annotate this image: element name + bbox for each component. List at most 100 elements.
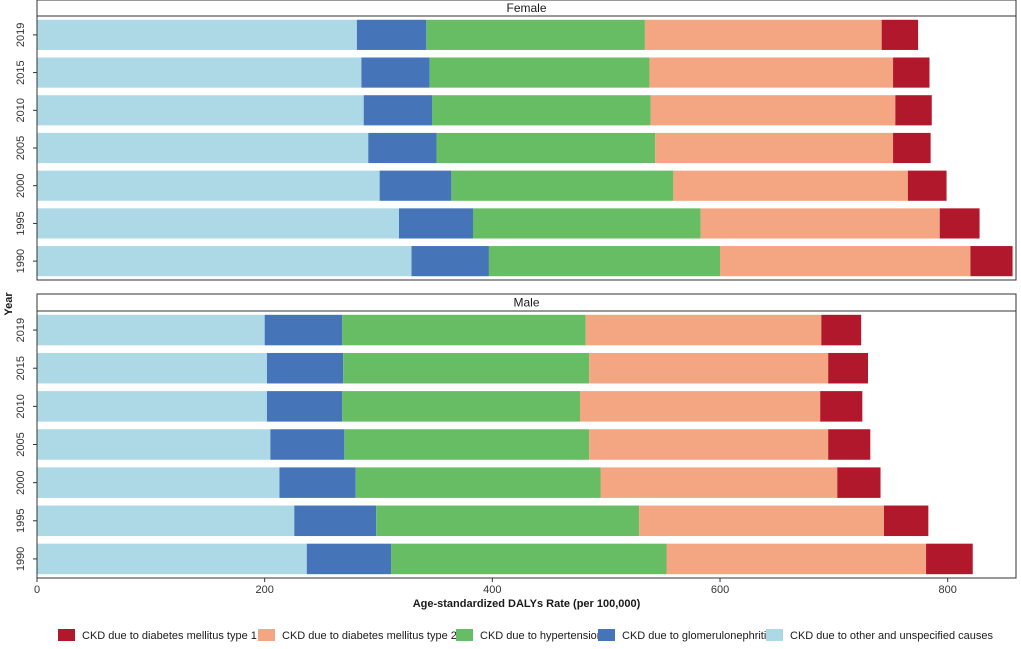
male-bar-2010-ckd-due-to-other-and-unspecified-causes (37, 391, 267, 422)
male-bar-1990-ckd-due-to-glomerulonephritis (306, 543, 392, 575)
female-bar-1990-ckd-due-to-other-and-unspecified-causes (37, 246, 412, 277)
female-bar-1990-ckd-due-to-hypertension (488, 246, 721, 277)
male-bar-2019-ckd-due-to-diabetes-mellitus-type-1 (821, 314, 862, 346)
female-bar-1990-ckd-due-to-diabetes-mellitus-type-1 (970, 246, 1013, 277)
female-bar-2005-ckd-due-to-other-and-unspecified-causes (37, 132, 369, 164)
female-bar-1995-ckd-due-to-hypertension (472, 208, 701, 239)
female-bar-1995-ckd-due-to-diabetes-mellitus-type-2 (700, 208, 940, 239)
x-axis-title: Age-standardized DALYs Rate (per 100,000… (413, 598, 641, 610)
legend-swatch-ckd-due-to-hypertension (456, 629, 473, 641)
male-bar-2010-ckd-due-to-diabetes-mellitus-type-2 (580, 391, 821, 422)
female-year-label-2019: 2019 (15, 23, 27, 47)
male-bar-2019-ckd-due-to-diabetes-mellitus-type-2 (585, 314, 822, 346)
male-bar-1990-ckd-due-to-hypertension (391, 543, 667, 575)
male-bar-2015-ckd-due-to-diabetes-mellitus-type-1 (828, 352, 869, 384)
male-panel-title: Male (513, 296, 539, 310)
legend-label-ckd-due-to-diabetes-mellitus-type-2: CKD due to diabetes mellitus type 2 (282, 630, 457, 642)
female-year-label-1990: 1990 (15, 249, 27, 273)
female-bar-1995-ckd-due-to-diabetes-mellitus-type-1 (939, 208, 980, 239)
male-bar-2015-ckd-due-to-hypertension (343, 352, 590, 384)
female-bar-1990-ckd-due-to-diabetes-mellitus-type-2 (720, 246, 971, 277)
legend-swatch-ckd-due-to-diabetes-mellitus-type-2 (258, 629, 275, 641)
female-year-label-2000: 2000 (15, 173, 27, 197)
female-bar-2000-ckd-due-to-other-and-unspecified-causes (37, 170, 380, 201)
male-year-label-2019: 2019 (15, 318, 27, 342)
female-bar-2019-ckd-due-to-diabetes-mellitus-type-1 (881, 19, 919, 50)
female-bar-2000-ckd-due-to-diabetes-mellitus-type-2 (673, 170, 908, 201)
female-bar-2019-ckd-due-to-hypertension (426, 19, 645, 50)
female-bar-2005-ckd-due-to-diabetes-mellitus-type-2 (655, 132, 894, 164)
male-year-label-1990: 1990 (15, 547, 27, 571)
male-bar-1995-ckd-due-to-glomerulonephritis (294, 505, 377, 537)
male-bar-1995-ckd-due-to-other-and-unspecified-causes (37, 505, 295, 537)
female-bar-2000-ckd-due-to-diabetes-mellitus-type-1 (907, 170, 947, 201)
male-bar-1995-ckd-due-to-diabetes-mellitus-type-1 (883, 505, 929, 537)
legend-swatch-ckd-due-to-other-and-unspecified-causes (766, 629, 783, 641)
x-tick-label-800: 800 (939, 584, 957, 596)
female-bar-2015-ckd-due-to-diabetes-mellitus-type-1 (893, 57, 930, 88)
female-bar-2010-ckd-due-to-glomerulonephritis (363, 95, 433, 126)
female-bar-2015-ckd-due-to-diabetes-mellitus-type-2 (649, 57, 894, 88)
female-bar-2010-ckd-due-to-diabetes-mellitus-type-2 (650, 95, 896, 126)
female-bar-2019-ckd-due-to-glomerulonephritis (356, 19, 427, 50)
x-tick-label-0: 0 (34, 584, 40, 596)
female-panel-title: Female (506, 1, 546, 15)
female-year-label-1995: 1995 (15, 211, 27, 235)
x-tick-label-200: 200 (255, 584, 273, 596)
female-bar-2015-ckd-due-to-other-and-unspecified-causes (37, 57, 362, 88)
male-bar-2000-ckd-due-to-hypertension (355, 467, 601, 498)
male-bar-2005-ckd-due-to-diabetes-mellitus-type-1 (828, 429, 871, 460)
legend-swatch-ckd-due-to-glomerulonephritis (598, 629, 615, 641)
female-bar-2010-ckd-due-to-other-and-unspecified-causes (37, 95, 364, 126)
male-bar-2005-ckd-due-to-glomerulonephritis (270, 429, 345, 460)
male-year-label-2000: 2000 (15, 470, 27, 494)
legend-swatch-ckd-due-to-diabetes-mellitus-type-1 (58, 629, 75, 641)
male-bar-2019-ckd-due-to-other-and-unspecified-causes (37, 314, 265, 346)
female-panel-border (36, 15, 1017, 281)
male-year-label-1995: 1995 (15, 509, 27, 533)
female-year-label-2010: 2010 (15, 98, 27, 122)
female-bar-2019-ckd-due-to-diabetes-mellitus-type-2 (644, 19, 882, 50)
female-bar-1995-ckd-due-to-glomerulonephritis (399, 208, 473, 239)
female-bar-2005-ckd-due-to-hypertension (436, 132, 656, 164)
male-bar-2015-ckd-due-to-glomerulonephritis (266, 352, 344, 384)
male-bar-1990-ckd-due-to-other-and-unspecified-causes (37, 543, 307, 575)
male-bar-1995-ckd-due-to-hypertension (376, 505, 640, 537)
legend-label-ckd-due-to-glomerulonephritis: CKD due to glomerulonephritis (622, 630, 772, 642)
female-bar-2005-ckd-due-to-glomerulonephritis (368, 132, 437, 164)
female-bar-2000-ckd-due-to-glomerulonephritis (379, 170, 452, 201)
female-year-label-2015: 2015 (15, 60, 27, 84)
male-bar-2010-ckd-due-to-hypertension (342, 391, 581, 422)
female-bar-2019-ckd-due-to-other-and-unspecified-causes (37, 19, 357, 50)
male-bar-2000-ckd-due-to-glomerulonephritis (279, 467, 356, 498)
female-year-label-2005: 2005 (15, 136, 27, 160)
male-bar-2019-ckd-due-to-hypertension (342, 314, 586, 346)
female-bar-2015-ckd-due-to-glomerulonephritis (361, 57, 430, 88)
x-tick-label-600: 600 (711, 584, 729, 596)
male-bar-2010-ckd-due-to-diabetes-mellitus-type-1 (820, 391, 863, 422)
male-panel-border (36, 310, 1017, 579)
male-bar-2005-ckd-due-to-hypertension (344, 429, 590, 460)
male-bar-1995-ckd-due-to-diabetes-mellitus-type-2 (639, 505, 884, 537)
female-bar-2015-ckd-due-to-hypertension (429, 57, 650, 88)
female-bar-2010-ckd-due-to-hypertension (432, 95, 651, 126)
male-bar-2019-ckd-due-to-glomerulonephritis (264, 314, 343, 346)
male-bar-2005-ckd-due-to-other-and-unspecified-causes (37, 429, 271, 460)
male-bar-1990-ckd-due-to-diabetes-mellitus-type-2 (666, 543, 927, 575)
female-bar-2010-ckd-due-to-diabetes-mellitus-type-1 (895, 95, 932, 126)
female-bar-1990-ckd-due-to-glomerulonephritis (411, 246, 489, 277)
female-bar-1995-ckd-due-to-other-and-unspecified-causes (37, 208, 400, 239)
legend-label-ckd-due-to-hypertension: CKD due to hypertension (480, 630, 603, 642)
male-bar-1990-ckd-due-to-diabetes-mellitus-type-1 (926, 543, 973, 575)
male-bar-2005-ckd-due-to-diabetes-mellitus-type-2 (589, 429, 829, 460)
male-bar-2015-ckd-due-to-other-and-unspecified-causes (37, 352, 267, 384)
male-year-label-2010: 2010 (15, 394, 27, 418)
legend-label-ckd-due-to-diabetes-mellitus-type-1: CKD due to diabetes mellitus type 1 (82, 630, 257, 642)
male-bar-2000-ckd-due-to-diabetes-mellitus-type-2 (600, 467, 838, 498)
legend-label-ckd-due-to-other-and-unspecified-causes: CKD due to other and unspecified causes (790, 630, 994, 642)
male-bar-2015-ckd-due-to-diabetes-mellitus-type-2 (589, 352, 829, 384)
male-bar-2000-ckd-due-to-diabetes-mellitus-type-1 (837, 467, 881, 498)
x-tick-label-400: 400 (483, 584, 501, 596)
